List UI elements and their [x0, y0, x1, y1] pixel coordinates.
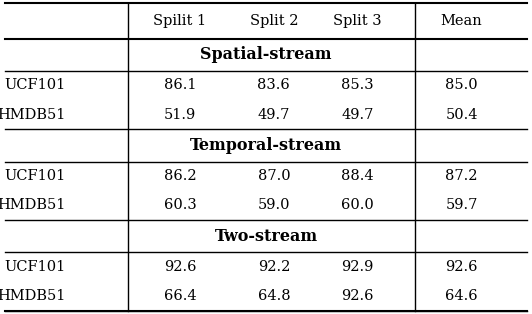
Text: 64.8: 64.8 — [257, 289, 290, 303]
Text: 60.0: 60.0 — [341, 198, 373, 213]
Text: Temporal-stream: Temporal-stream — [190, 137, 342, 154]
Text: 92.6: 92.6 — [164, 260, 196, 274]
Text: 87.2: 87.2 — [445, 169, 478, 183]
Text: 64.6: 64.6 — [445, 289, 478, 303]
Text: 83.6: 83.6 — [257, 78, 290, 92]
Text: 59.7: 59.7 — [445, 198, 478, 213]
Text: 92.9: 92.9 — [341, 260, 373, 274]
Text: HMDB51: HMDB51 — [0, 198, 65, 213]
Text: 88.4: 88.4 — [341, 169, 373, 183]
Text: HMDB51: HMDB51 — [0, 289, 65, 303]
Text: Split 3: Split 3 — [333, 14, 381, 28]
Text: 85.0: 85.0 — [445, 78, 478, 92]
Text: 92.6: 92.6 — [341, 289, 373, 303]
Text: Mean: Mean — [440, 14, 483, 28]
Text: 92.6: 92.6 — [445, 260, 478, 274]
Text: 49.7: 49.7 — [341, 108, 373, 122]
Text: 86.2: 86.2 — [164, 169, 196, 183]
Text: Spatial-stream: Spatial-stream — [200, 46, 332, 63]
Text: Split 2: Split 2 — [250, 14, 298, 28]
Text: 87.0: 87.0 — [257, 169, 290, 183]
Text: 60.3: 60.3 — [164, 198, 196, 213]
Text: 86.1: 86.1 — [164, 78, 196, 92]
Text: 92.2: 92.2 — [257, 260, 290, 274]
Text: HMDB51: HMDB51 — [0, 108, 65, 122]
Text: 51.9: 51.9 — [164, 108, 196, 122]
Text: Two-stream: Two-stream — [214, 228, 318, 245]
Text: UCF101: UCF101 — [4, 169, 65, 183]
Text: UCF101: UCF101 — [4, 78, 65, 92]
Text: 50.4: 50.4 — [445, 108, 478, 122]
Text: 59.0: 59.0 — [257, 198, 290, 213]
Text: 49.7: 49.7 — [257, 108, 290, 122]
Text: 66.4: 66.4 — [164, 289, 196, 303]
Text: UCF101: UCF101 — [4, 260, 65, 274]
Text: 85.3: 85.3 — [341, 78, 373, 92]
Text: Spilit 1: Spilit 1 — [153, 14, 206, 28]
